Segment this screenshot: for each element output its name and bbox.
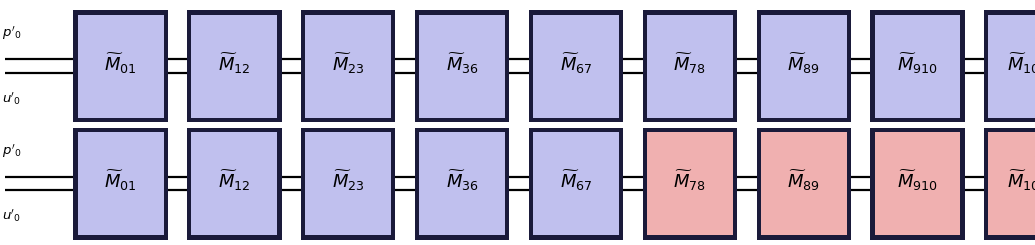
Text: $\widetilde{M}_{1011}$: $\widetilde{M}_{1011}$ bbox=[1007, 169, 1035, 193]
Bar bbox=[419, 132, 505, 235]
Text: $\widetilde{M}_{23}$: $\widetilde{M}_{23}$ bbox=[332, 169, 364, 193]
Text: $\widetilde{M}_{23}$: $\widetilde{M}_{23}$ bbox=[332, 52, 364, 76]
Bar bbox=[875, 132, 960, 235]
Bar bbox=[419, 15, 505, 118]
Bar bbox=[187, 10, 282, 122]
Text: $p'_0$: $p'_0$ bbox=[2, 25, 22, 42]
Bar bbox=[643, 10, 737, 122]
Text: $p'_{11}$: $p'_{11}$ bbox=[1034, 25, 1035, 42]
Bar bbox=[78, 132, 164, 235]
Bar bbox=[984, 128, 1035, 240]
Bar bbox=[757, 128, 851, 240]
Bar bbox=[301, 10, 395, 122]
Text: $\widetilde{M}_{1011}$: $\widetilde{M}_{1011}$ bbox=[1007, 52, 1035, 76]
Bar bbox=[191, 15, 277, 118]
Bar bbox=[73, 10, 168, 122]
Bar bbox=[78, 15, 164, 118]
Text: $u'_{11}$: $u'_{11}$ bbox=[1034, 208, 1035, 224]
Bar bbox=[529, 128, 623, 240]
Bar bbox=[301, 128, 395, 240]
Bar bbox=[761, 132, 847, 235]
Bar bbox=[647, 132, 733, 235]
Text: $\widetilde{M}_{01}$: $\widetilde{M}_{01}$ bbox=[105, 169, 137, 193]
Bar bbox=[757, 10, 851, 122]
Bar bbox=[187, 128, 282, 240]
Bar bbox=[988, 15, 1035, 118]
Bar bbox=[305, 15, 391, 118]
Text: $\widetilde{M}_{67}$: $\widetilde{M}_{67}$ bbox=[560, 52, 592, 76]
Bar bbox=[529, 10, 623, 122]
Bar bbox=[761, 15, 847, 118]
Text: $\widetilde{M}_{910}$: $\widetilde{M}_{910}$ bbox=[897, 169, 938, 193]
Text: $u'_{11}$: $u'_{11}$ bbox=[1034, 90, 1035, 107]
Bar bbox=[415, 128, 509, 240]
Text: $\widetilde{M}_{12}$: $\widetilde{M}_{12}$ bbox=[218, 169, 250, 193]
Text: $\widetilde{M}_{78}$: $\widetilde{M}_{78}$ bbox=[674, 52, 706, 76]
Bar bbox=[415, 10, 509, 122]
Bar bbox=[533, 132, 619, 235]
Bar bbox=[875, 15, 960, 118]
Text: $\widetilde{M}_{36}$: $\widetilde{M}_{36}$ bbox=[446, 169, 478, 193]
Text: $p'_0$: $p'_0$ bbox=[2, 142, 22, 160]
Bar bbox=[870, 128, 965, 240]
Text: $\widetilde{M}_{67}$: $\widetilde{M}_{67}$ bbox=[560, 169, 592, 193]
Bar bbox=[191, 132, 277, 235]
Text: $\widetilde{M}_{01}$: $\widetilde{M}_{01}$ bbox=[105, 52, 137, 76]
Bar bbox=[73, 128, 168, 240]
Bar bbox=[305, 132, 391, 235]
Text: $u'_0$: $u'_0$ bbox=[2, 208, 22, 224]
Bar bbox=[533, 15, 619, 118]
Text: $p'_{11}$: $p'_{11}$ bbox=[1034, 142, 1035, 160]
Text: $\widetilde{M}_{89}$: $\widetilde{M}_{89}$ bbox=[788, 169, 820, 193]
Text: $\widetilde{M}_{89}$: $\widetilde{M}_{89}$ bbox=[788, 52, 820, 76]
Bar bbox=[643, 128, 737, 240]
Text: $\widetilde{M}_{78}$: $\widetilde{M}_{78}$ bbox=[674, 169, 706, 193]
Text: $\widetilde{M}_{910}$: $\widetilde{M}_{910}$ bbox=[897, 52, 938, 76]
Text: $\widetilde{M}_{12}$: $\widetilde{M}_{12}$ bbox=[218, 52, 250, 76]
Bar bbox=[984, 10, 1035, 122]
Bar bbox=[647, 15, 733, 118]
Text: $u'_0$: $u'_0$ bbox=[2, 90, 22, 107]
Bar bbox=[988, 132, 1035, 235]
Bar bbox=[870, 10, 965, 122]
Text: $\widetilde{M}_{36}$: $\widetilde{M}_{36}$ bbox=[446, 52, 478, 76]
